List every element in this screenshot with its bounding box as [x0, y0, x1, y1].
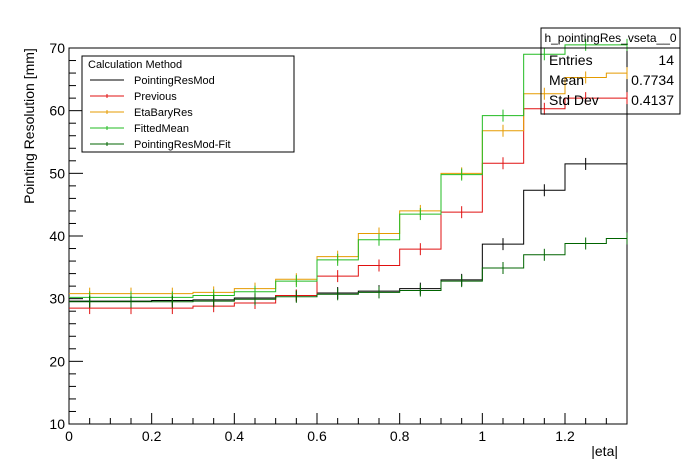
stats-name: h_pointingRes_vseta__0 [544, 31, 676, 45]
y-tick-label: 40 [49, 228, 65, 244]
stats-row-value: 0.7734 [631, 72, 674, 88]
legend-label: PointingResMod [134, 75, 215, 87]
y-tick-label: 60 [49, 103, 65, 119]
series-line [69, 44, 627, 298]
legend-title: Calculation Method [88, 59, 182, 71]
stats-row-value: 0.4137 [631, 92, 674, 108]
stats-frame [540, 27, 681, 115]
stats-box: h_pointingRes_vseta__0 Entries 14 Mean 0.773… [540, 27, 681, 115]
series-pointingresmod [69, 157, 628, 308]
y-tick-label: 10 [49, 416, 65, 432]
x-tick-label: 0.6 [307, 428, 327, 444]
series-pointingresmod-fit [69, 232, 628, 308]
stats-row-label: Entries [549, 52, 593, 68]
series-line [69, 163, 627, 302]
legend-label: FittedMean [134, 123, 189, 135]
legend-label: EtaBaryRes [134, 107, 193, 119]
legend-label: Previous [134, 91, 177, 103]
series-line [69, 238, 627, 303]
legend-entry: Previous [90, 91, 177, 103]
x-tick-label: 0 [65, 428, 73, 444]
stats-row-label: Mean [549, 72, 584, 88]
legend-entry: FittedMean [90, 123, 189, 135]
legend-label: PointingResMod-Fit [134, 139, 231, 151]
y-axis-label: Pointing Resolution [mm] [21, 48, 37, 204]
x-tick-label: 1 [478, 428, 486, 444]
y-tick-label: 50 [49, 165, 65, 181]
x-tick-label: 1.2 [555, 428, 575, 444]
x-axis-label: |eta| [591, 443, 618, 459]
legend-box [81, 55, 295, 153]
legend: Calculation Method PointingResMod Previous… [81, 55, 295, 153]
y-tick-label: 20 [49, 353, 65, 369]
stats-row-value: 14 [658, 52, 674, 68]
x-tick-label: 0.8 [390, 428, 410, 444]
stats-row-label: Std Dev [549, 92, 599, 108]
x-tick-label: 0.4 [225, 428, 245, 444]
x-tick-label: 0.2 [142, 428, 162, 444]
y-tick-label: 70 [49, 40, 65, 56]
legend-entry: PointingResMod-Fit [90, 139, 231, 151]
legend-entry: EtaBaryRes [90, 107, 193, 119]
y-tick-label: 30 [49, 291, 65, 307]
legend-entry: PointingResMod [90, 75, 215, 87]
